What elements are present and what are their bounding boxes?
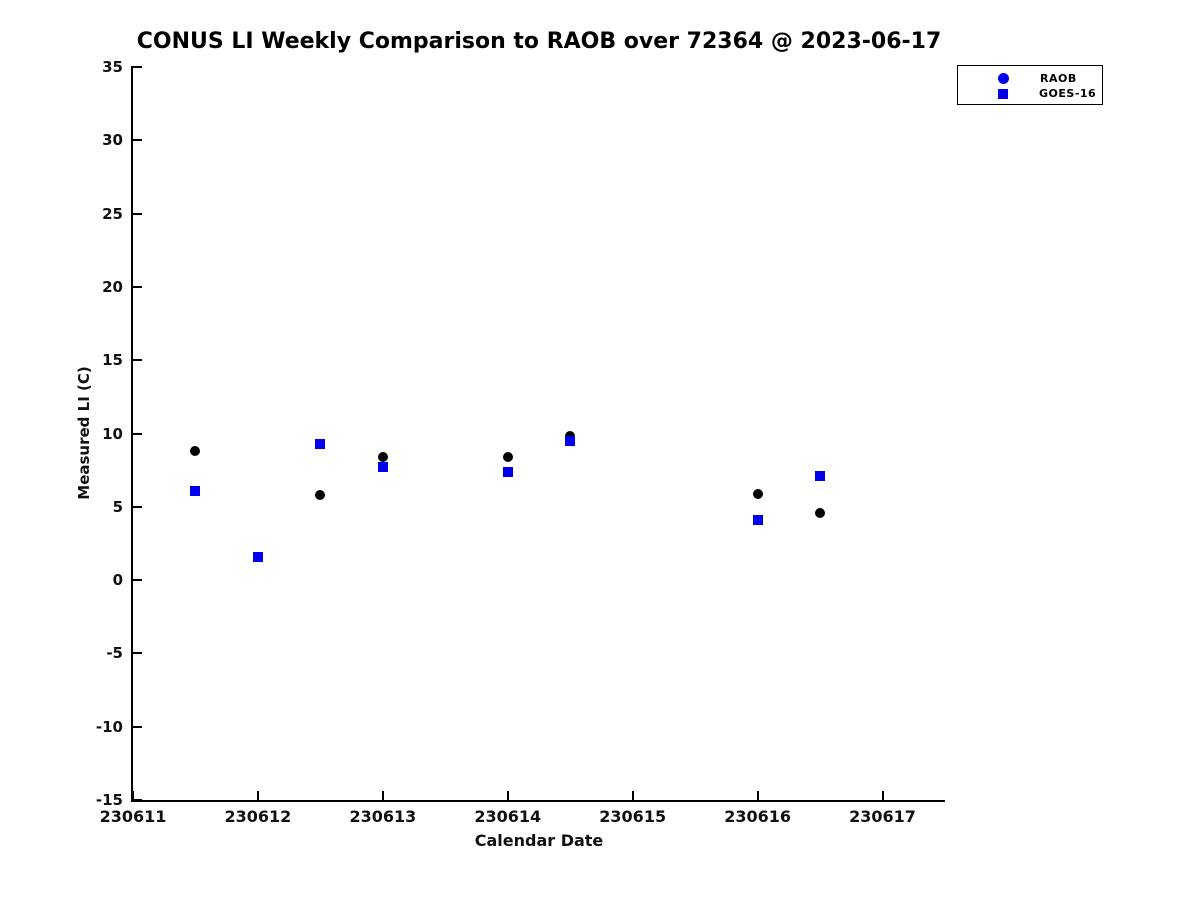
- x-tick-mark: [881, 791, 884, 800]
- y-tick-mark: [133, 212, 142, 215]
- data-point-goes16: [315, 438, 326, 449]
- legend-row-raob: RAOB: [958, 71, 1102, 86]
- x-tick-mark: [381, 791, 384, 800]
- raob-circle-icon: [998, 73, 1009, 84]
- x-tick-label: 230617: [849, 807, 916, 826]
- data-point-raob: [190, 446, 201, 457]
- data-point-raob: [502, 451, 513, 462]
- x-tick-mark: [256, 791, 259, 800]
- x-tick-label: 230614: [474, 807, 542, 826]
- y-axis-line: [131, 66, 133, 802]
- data-point-goes16: [752, 514, 763, 525]
- data-point-goes16: [502, 466, 513, 477]
- x-axis-line: [131, 800, 945, 802]
- y-tick-mark: [133, 359, 142, 362]
- y-tick-label: 10: [102, 424, 123, 443]
- data-point-goes16: [252, 551, 263, 562]
- x-tick-mark: [631, 791, 634, 800]
- data-point-goes16: [190, 485, 201, 496]
- y-tick-mark: [133, 652, 142, 655]
- y-tick-label: 30: [102, 131, 123, 150]
- y-tick-mark: [133, 139, 142, 142]
- data-point-goes16: [815, 471, 826, 481]
- x-tick-mark: [132, 791, 134, 800]
- legend: RAOB GOES-16: [957, 65, 1103, 105]
- y-tick-label: 20: [102, 277, 123, 296]
- data-point-goes16: [377, 462, 388, 473]
- y-tick-label: -15: [95, 791, 123, 809]
- legend-label-raob: RAOB: [1040, 72, 1077, 85]
- y-tick-label: 0: [112, 571, 123, 590]
- data-point-raob: [377, 451, 388, 462]
- x-tick-label: 230616: [724, 807, 791, 826]
- y-tick-label: -5: [106, 644, 123, 663]
- x-tick-label: 230615: [599, 807, 667, 826]
- y-tick-mark: [133, 579, 142, 582]
- y-tick-mark: [133, 799, 142, 801]
- x-axis-label: Calendar Date: [474, 831, 604, 850]
- legend-row-goes16: GOES-16: [958, 86, 1102, 101]
- data-point-goes16: [565, 435, 576, 446]
- y-axis-label: Measured LI (C): [75, 366, 93, 500]
- x-tick-label: 230613: [349, 807, 417, 826]
- data-point-raob: [315, 490, 326, 501]
- y-tick-label: 5: [112, 497, 123, 516]
- y-tick-mark: [133, 432, 142, 435]
- y-tick-mark: [133, 66, 142, 68]
- x-tick-label: 230612: [224, 807, 292, 826]
- y-tick-mark: [133, 725, 142, 728]
- y-tick-mark: [133, 285, 142, 288]
- goes16-square-icon: [998, 88, 1008, 99]
- x-tick-label: 230611: [99, 807, 167, 826]
- data-point-raob: [815, 507, 826, 518]
- y-tick-label: 25: [102, 204, 123, 223]
- data-point-raob: [752, 488, 763, 499]
- y-tick-label: 35: [102, 58, 123, 76]
- y-tick-mark: [133, 505, 142, 508]
- x-tick-mark: [756, 791, 759, 800]
- y-tick-label: -10: [95, 717, 123, 736]
- legend-label-goes16: GOES-16: [1039, 87, 1097, 100]
- y-tick-label: 15: [102, 351, 123, 370]
- x-tick-mark: [506, 791, 509, 800]
- chart-title: CONUS LI Weekly Comparison to RAOB over …: [136, 29, 942, 54]
